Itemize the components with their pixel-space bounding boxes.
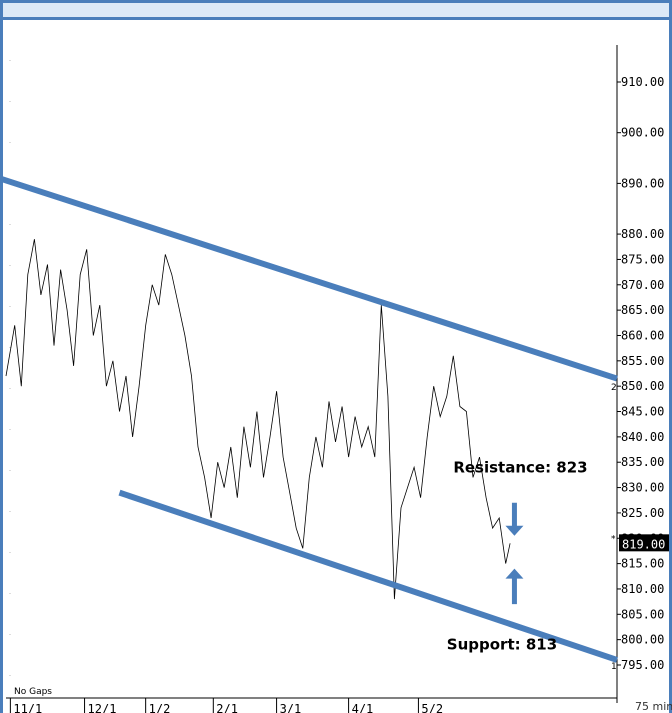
last-price-box (619, 534, 669, 552)
y-tick-label: 845.00 (621, 405, 664, 419)
x-tick-label: 3/1 (280, 702, 302, 713)
y-tick-label: 870.00 (621, 278, 664, 292)
last-price-label: 819.00 (622, 537, 665, 551)
y-tick-label: 805.00 (621, 607, 664, 621)
y-tick-label: 850.00 (621, 379, 664, 393)
chart-header-bar (3, 3, 669, 20)
resistance-trendline (0, 175, 618, 382)
interval-label: 75 min (635, 700, 672, 713)
x-tick-label: 2/1 (216, 702, 238, 713)
support-trendline (118, 489, 618, 663)
x-tick-label: 1/2 (149, 702, 171, 713)
y-tick-label: 880.00 (621, 227, 664, 241)
y-tick-label: 860.00 (621, 328, 664, 342)
annotation-label: Resistance: 823 (453, 458, 587, 476)
y-tick-label: 900.00 (621, 126, 664, 140)
y-tick-label: 795.00 (621, 658, 664, 672)
y-tick-label: 800.00 (621, 633, 664, 647)
x-tick-label: 4/1 (352, 702, 374, 713)
y-tick-label: 840.00 (621, 430, 664, 444)
x-tick-label: 12/1 (88, 702, 117, 713)
arrow-up-icon (505, 568, 524, 605)
last-price-marker: * (611, 534, 616, 544)
axis-marker-2: 2 (611, 383, 617, 393)
price-line (5, 239, 511, 600)
y-tick-label: 865.00 (621, 303, 664, 317)
x-tick-label: 11/1 (13, 702, 42, 713)
y-tick-label: 815.00 (621, 557, 664, 571)
y-tick-label: 890.00 (621, 176, 664, 190)
annotation-label: Support: 813 (447, 636, 557, 654)
y-tick-label: 910.00 (621, 75, 664, 89)
y-tick-label: 875.00 (621, 252, 664, 266)
y-tick-label: 810.00 (621, 582, 664, 596)
y-tick-label: 825.00 (621, 506, 664, 520)
no-gaps-label: No Gaps (14, 687, 52, 697)
y-tick-label: 835.00 (621, 455, 664, 469)
y-tick-label: 830.00 (621, 481, 664, 495)
y-tick-label: 855.00 (621, 354, 664, 368)
x-tick-label: 5/2 (421, 702, 443, 713)
axis-marker-1: 1 (611, 662, 617, 672)
arrow-down-icon (505, 502, 524, 536)
